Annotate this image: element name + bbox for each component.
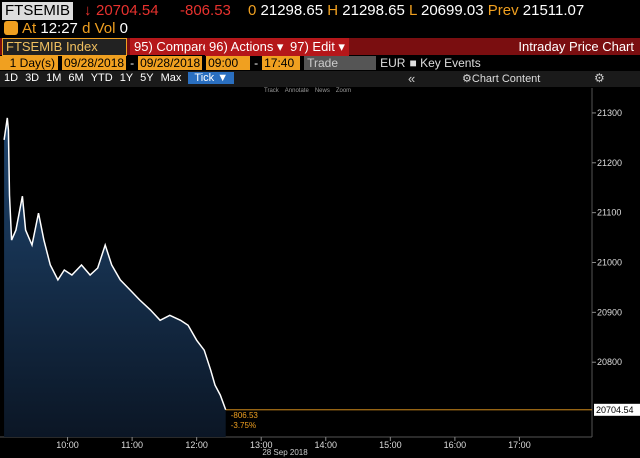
x-tick-label: 16:00 <box>444 440 467 450</box>
change-label: -806.53 <box>231 411 259 420</box>
value: 21298.65 <box>260 2 324 19</box>
label: Key Events <box>420 56 481 70</box>
x-tick-label: 15:00 <box>379 440 402 450</box>
quote-line: 0 21298.65 H 21298.65 L 20699.03 Prev 21… <box>248 2 584 19</box>
x-tick-label: 13:00 <box>250 440 273 450</box>
edit-button[interactable]: 97) Edit ▾ <box>286 38 349 56</box>
chart-title: Intraday Price Chart <box>518 39 634 54</box>
end-time[interactable]: 17:40 <box>262 56 301 70</box>
y-tick-label: 21200 <box>597 158 622 168</box>
label: 0 <box>248 2 257 19</box>
range-button[interactable]: 6M <box>68 72 84 84</box>
value: 21298.65 <box>342 2 405 19</box>
value: 21511.07 <box>522 2 585 19</box>
x-tick-label: 14:00 <box>315 440 338 450</box>
line <box>3 117 227 411</box>
range-button[interactable]: 1M <box>46 72 62 84</box>
value: 12:27 <box>40 20 78 37</box>
start-date[interactable]: 09/28/2018 <box>62 56 127 70</box>
settings[interactable]: ⚙ <box>594 71 605 85</box>
compare-button[interactable]: 95) Compare <box>130 38 214 55</box>
label: L <box>409 2 417 19</box>
range-button[interactable]: 5Y <box>140 72 154 84</box>
range-button[interactable]: Tick ▼ <box>188 72 235 84</box>
currency: EUR <box>380 56 406 70</box>
change-label: -3.75% <box>231 421 256 430</box>
y-tick-label: 21300 <box>597 108 622 118</box>
range-buttons: 1D 3D 1M 6M YTD 1Y 5Y Max Tick ▼ <box>4 72 235 84</box>
range-button[interactable]: 1Y <box>119 72 134 84</box>
key-events[interactable]: ■ Key Events <box>409 56 481 70</box>
x-tick-label: 12:00 <box>185 440 208 450</box>
x-tick-label: 17:00 <box>508 440 531 450</box>
days-label: Day(s) <box>19 56 55 70</box>
dash: - <box>254 56 259 70</box>
x-tick-label: 10:00 <box>56 440 79 450</box>
y-tick-label: 20800 <box>597 357 622 367</box>
area <box>4 117 226 438</box>
range-button[interactable]: 1D <box>4 72 19 84</box>
field-select[interactable]: Trade <box>304 56 377 70</box>
label: d <box>82 20 91 37</box>
y-tick-label: 21000 <box>597 258 622 268</box>
security-field[interactable]: FTSEMIB Index <box>2 38 127 56</box>
end-date[interactable]: 09/28/2018 <box>138 56 203 70</box>
y-tick-label: 21100 <box>597 208 621 218</box>
label: Vol <box>94 20 116 37</box>
label: H <box>327 2 339 19</box>
annotate[interactable]: Annotate <box>284 88 309 94</box>
last-price: 20704.54 <box>96 2 159 19</box>
label: Prev <box>487 2 519 19</box>
news[interactable]: News <box>314 88 330 94</box>
arrow: ↓ <box>84 2 92 19</box>
ticker: FTSEMIB <box>2 2 74 20</box>
label: At <box>22 20 37 37</box>
x-tick-label: 11:00 <box>121 440 143 450</box>
range-bar <box>0 71 640 87</box>
start-time[interactable]: 09:00 <box>206 56 251 70</box>
range-button[interactable]: 3D <box>25 72 40 84</box>
icon <box>4 21 18 35</box>
range-button[interactable]: YTD <box>90 72 113 84</box>
track[interactable]: Track <box>264 88 279 94</box>
controls: 1 Day(s) 09/28/2018 - 09/28/2018 09:00 -… <box>0 56 481 70</box>
chart-tools: Track Annotate News Zoom <box>264 88 351 94</box>
days: 1 <box>9 56 17 70</box>
dash: - <box>130 56 135 70</box>
zoom[interactable]: Zoom <box>335 88 352 94</box>
value: 0 <box>119 20 128 37</box>
range-button[interactable]: Max <box>160 72 182 84</box>
actions-button[interactable]: 96) Actions ▾ <box>205 38 288 56</box>
net-change: -806.53 <box>180 2 231 19</box>
collapse[interactable]: « <box>408 71 416 86</box>
time-line: At 12:27 d Vol 0 <box>22 20 128 37</box>
label: Chart Content <box>471 73 541 85</box>
last-price-label: 20704.54 <box>596 405 634 415</box>
y-tick-label: 20900 <box>597 307 622 317</box>
chart-content[interactable]: ⚙Chart Content <box>462 73 541 85</box>
x-axis-label: 28 Sep 2018 <box>262 448 308 457</box>
value: 20699.03 <box>421 2 484 19</box>
last-price-box <box>594 403 640 416</box>
days-field[interactable]: 1 Day(s) <box>0 56 58 70</box>
